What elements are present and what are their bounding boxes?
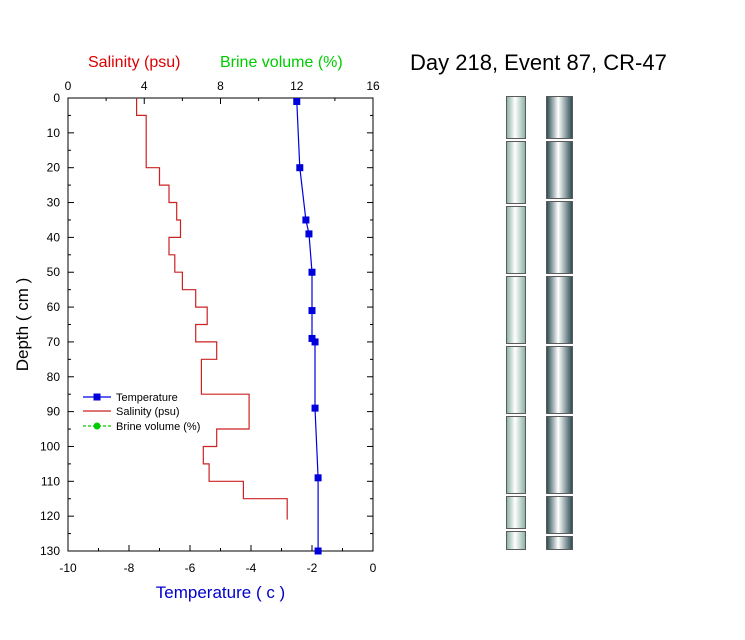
y-tick-label: 30 [47,196,61,210]
core-segment [546,346,573,414]
y-axis-label: Depth ( cm ) [13,278,32,372]
core-segment [506,416,526,494]
x-bottom-tick-label: -6 [185,561,196,575]
legend-marker [93,393,101,401]
legend-label: Salinity (psu) [116,406,180,418]
y-tick-label: 60 [47,300,61,314]
y-tick-label: 110 [41,474,60,488]
core-segment [546,96,573,139]
y-tick-label: 0 [53,91,60,105]
ice-core-photos [500,96,580,554]
y-tick-label: 40 [47,230,61,244]
temperature-point [293,97,301,105]
temperature-point [311,338,319,346]
temperature-point [314,474,322,482]
core-segment [506,96,526,139]
legend-label: Brine volume (%) [116,421,200,433]
x-top-tick-label: 8 [217,79,224,93]
y-tick-label: 10 [47,126,61,140]
x-bottom-tick-label: -4 [246,561,257,575]
top-axis-label-salinity: Salinity (psu) [88,54,180,71]
temperature-point [305,230,313,238]
y-tick-label: 80 [47,370,61,384]
y-tick-label: 90 [47,405,61,419]
core-segment [506,496,526,529]
plot-frame [67,97,374,552]
core-segment [546,416,573,494]
temperature-point [311,404,319,412]
core-segment [546,276,573,344]
core-segment [506,206,526,274]
x-top-tick-label: 4 [141,79,148,93]
x-bottom-tick-label: -8 [124,561,135,575]
y-tick-label: 70 [47,335,61,349]
temperature-point [314,547,322,555]
core-segment [506,276,526,344]
core-photo-right [546,96,573,552]
core-segment [506,531,526,550]
x-bottom-tick-label: -2 [307,561,318,575]
chart-title: Day 218, Event 87, CR-47 [410,50,667,75]
core-segment [546,141,573,199]
y-tick-label: 20 [47,161,61,175]
legend-marker [93,422,101,430]
y-tick-label: 130 [40,544,60,558]
core-segment [546,496,573,534]
x-top-tick-label: 0 [65,79,72,93]
core-segment [546,536,573,550]
x-top-tick-label: 16 [366,79,380,93]
x-top-tick-label: 12 [290,79,304,93]
core-photo-left [506,96,526,552]
core-segment [506,141,526,204]
series-line-1 [136,98,288,520]
temperature-point [308,307,316,315]
x-bottom-tick-label: -10 [59,561,77,575]
y-tick-label: 50 [47,265,61,279]
temperature-point [296,164,304,172]
temperature-point [308,268,316,276]
x-bottom-tick-label: 0 [370,561,377,575]
temperature-point [302,216,310,224]
x-bottom-axis-label: Temperature ( c ) [156,583,285,602]
legend-label: Temperature [116,392,178,404]
y-tick-label: 100 [40,439,60,453]
core-segment [546,201,573,274]
top-axis-label-brine: Brine volume (%) [220,54,343,71]
core-segment [506,346,526,414]
y-tick-label: 120 [40,509,60,523]
